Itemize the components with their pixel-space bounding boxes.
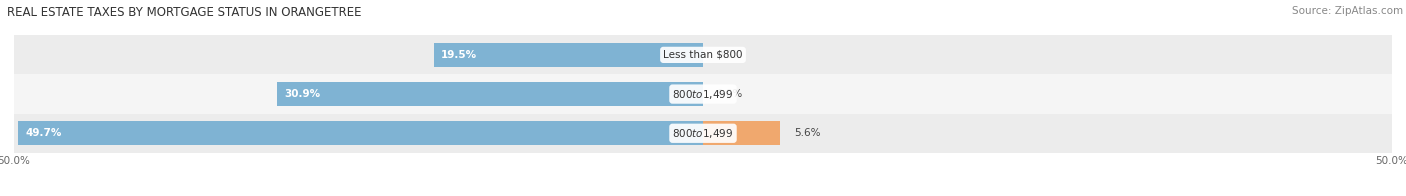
Text: 30.9%: 30.9% <box>284 89 321 99</box>
Bar <box>277 82 703 106</box>
Bar <box>14 74 1392 114</box>
Text: 19.5%: 19.5% <box>441 50 477 60</box>
Text: REAL ESTATE TAXES BY MORTGAGE STATUS IN ORANGETREE: REAL ESTATE TAXES BY MORTGAGE STATUS IN … <box>7 6 361 19</box>
Bar <box>18 121 703 145</box>
Text: $800 to $1,499: $800 to $1,499 <box>672 127 734 140</box>
Legend: Without Mortgage, With Mortgage: Without Mortgage, With Mortgage <box>592 194 814 196</box>
Bar <box>434 43 703 67</box>
Text: Source: ZipAtlas.com: Source: ZipAtlas.com <box>1292 6 1403 16</box>
Text: 0.0%: 0.0% <box>717 50 742 60</box>
Bar <box>703 121 780 145</box>
Text: 49.7%: 49.7% <box>25 128 62 138</box>
Text: Less than $800: Less than $800 <box>664 50 742 60</box>
Text: $800 to $1,499: $800 to $1,499 <box>672 88 734 101</box>
Text: 0.0%: 0.0% <box>717 89 742 99</box>
Bar <box>14 114 1392 153</box>
Text: 5.6%: 5.6% <box>794 128 821 138</box>
Bar <box>14 35 1392 74</box>
